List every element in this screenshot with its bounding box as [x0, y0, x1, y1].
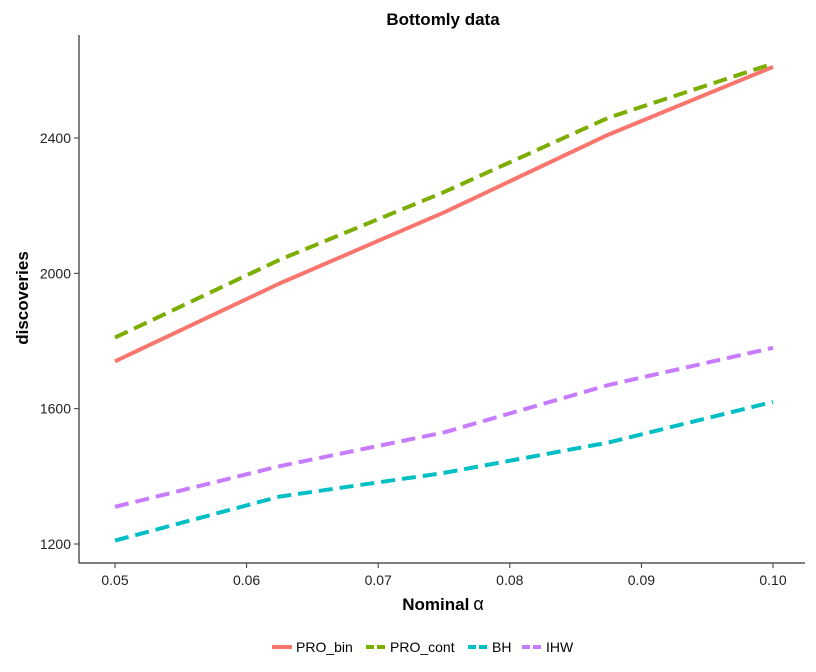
series-line-ihw — [114, 345, 774, 509]
y-tick-label: 1600 — [40, 401, 71, 417]
series-line-pro-cont — [114, 61, 774, 340]
plot-area: 0.05 0.06 0.07 0.08 0.09 0.10 1200 1600 2000 2400 — [40, 35, 805, 588]
x-tick-label: 0.05 — [101, 572, 128, 588]
y-tick-label: 1200 — [40, 536, 71, 552]
legend-label-pro-cont: PRO_cont — [390, 639, 455, 655]
x-tick-label: 0.06 — [233, 572, 260, 588]
series-line-bh — [114, 399, 774, 543]
x-tick-label: 0.08 — [496, 572, 523, 588]
y-axis-title: discoveries — [13, 251, 32, 345]
series-line-pro-bin — [114, 65, 774, 364]
y-tick-label: 2000 — [40, 265, 71, 281]
x-axis-title: Nominal α — [402, 594, 483, 614]
x-tick-label: 0.10 — [759, 572, 786, 588]
x-axis-title-text: Nominal — [402, 595, 469, 614]
x-axis-title-symbol: α — [473, 594, 483, 614]
x-tick-label: 0.09 — [628, 572, 655, 588]
x-tick-label: 0.07 — [365, 572, 392, 588]
y-tick-label: 2400 — [40, 130, 71, 146]
legend-label-pro-bin: PRO_bin — [296, 639, 353, 655]
legend-label-ihw: IHW — [546, 639, 574, 655]
legend: PRO_bin PRO_cont BH IHW — [272, 639, 574, 655]
legend-label-bh: BH — [492, 639, 511, 655]
chart-title: Bottomly data — [386, 10, 500, 29]
